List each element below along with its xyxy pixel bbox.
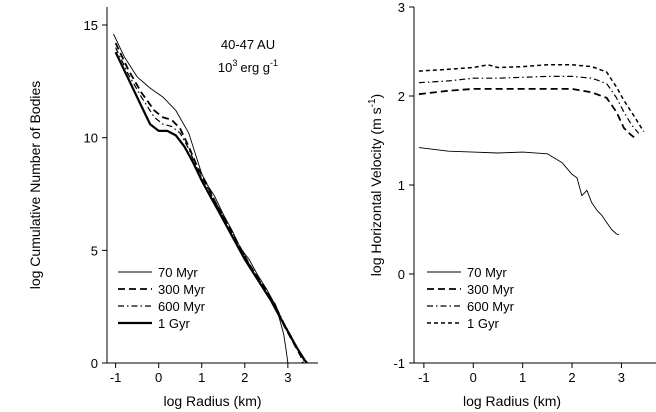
y-axis-label: log Horizontal Velocity (m s-1) [367, 94, 384, 276]
x-tick-label: 1 [519, 370, 526, 385]
x-tick-label: -1 [418, 370, 430, 385]
series-line-600-myr [115, 47, 306, 363]
y-axis-label-sup: -1 [367, 98, 378, 107]
y-tick-label: 2 [398, 89, 405, 104]
y-tick-label: 1 [398, 178, 405, 193]
panel-right: -1 0 1 2 3 -1 0 1 2 3 log Radius (km) log Horizonta… [367, 0, 656, 409]
series-line-600-myr [418, 75, 640, 134]
legend-label: 300 Myr [158, 282, 206, 297]
y-tick-label: 0 [91, 356, 98, 371]
legend-label: 1 Gyr [158, 316, 190, 331]
y-axis-label-main: log Horizontal Velocity (m s [368, 107, 384, 276]
legend-label: 600 Myr [158, 299, 206, 314]
series-line-300-myr [418, 88, 637, 140]
legend-label: 300 Myr [467, 282, 515, 297]
y-axis-label: log Cumulative Number of Bodies [27, 81, 43, 290]
legend-label: 70 Myr [158, 265, 198, 280]
x-tick-label: 3 [284, 370, 291, 385]
annotation-energy: 103 erg g-1 [218, 58, 278, 75]
y-tick-label: 3 [398, 0, 405, 15]
x-tick-label: -1 [110, 370, 122, 385]
x-axis-label: log Radius (km) [463, 393, 561, 409]
x-tick-label: 2 [241, 370, 248, 385]
series-line-1-gyr [114, 51, 309, 363]
x-axis-label: log Radius (km) [163, 393, 261, 409]
x-tick-label: 1 [198, 370, 205, 385]
annotation-region: 40-47 AU [221, 37, 275, 52]
series-line-300-myr [114, 42, 304, 363]
y-tick-label: 15 [84, 18, 98, 33]
x-tick-label: 2 [568, 370, 575, 385]
legend-label: 600 Myr [467, 299, 515, 314]
x-tick-label: 3 [618, 370, 625, 385]
y-tick-label: 0 [398, 267, 405, 282]
y-tick-label: 5 [91, 243, 98, 258]
y-tick-label: -1 [393, 356, 405, 371]
x-tick-label: 0 [470, 370, 477, 385]
legend-label: 70 Myr [467, 265, 507, 280]
y-axis-label-close: ) [368, 94, 384, 99]
legend-label: 1 Gyr [467, 316, 499, 331]
series-line-1-gyr [418, 64, 645, 132]
panel-left: -1 0 1 2 3 0 5 10 15 log Radius (km) log Cumulativ… [27, 7, 318, 409]
y-tick-label: 10 [84, 131, 98, 146]
series-line-70-myr [418, 147, 620, 236]
x-tick-label: 0 [155, 370, 162, 385]
